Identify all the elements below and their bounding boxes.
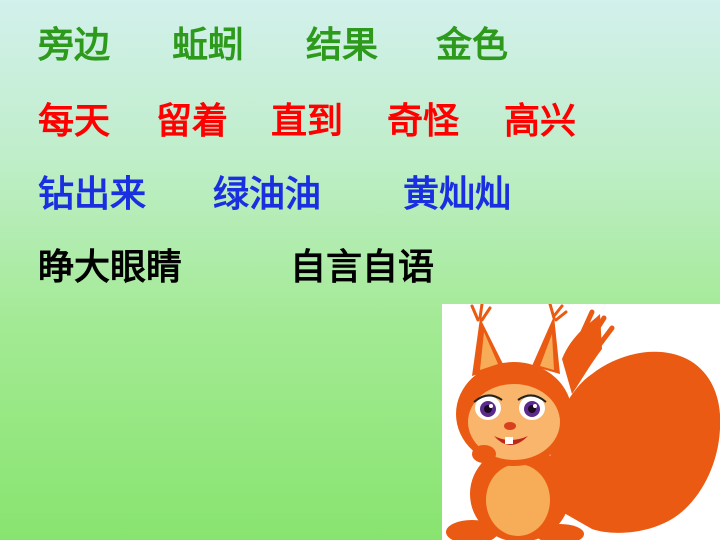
vocab-word: 自言自语 [290,247,435,288]
vocab-word: 旁边 [38,25,111,66]
vocab-word: 奇怪 [387,101,460,142]
vocab-word: 每天 [38,101,111,142]
vocab-word: 高兴 [504,101,577,142]
squirrel-illustration [442,304,720,540]
vocab-word: 金色 [436,25,509,66]
vocab-word: 睁大眼睛 [38,247,183,288]
vocab-word: 黄灿灿 [403,174,512,215]
vocab-word: 留着 [156,101,229,142]
vocab-word: 绿油油 [213,174,322,215]
vocab-word: 直到 [271,101,344,142]
squirrel-icon [446,304,720,540]
vocab-word: 结果 [306,25,379,66]
vocab-word: 蚯蚓 [172,25,245,66]
vocab-word: 钻出来 [38,174,147,215]
